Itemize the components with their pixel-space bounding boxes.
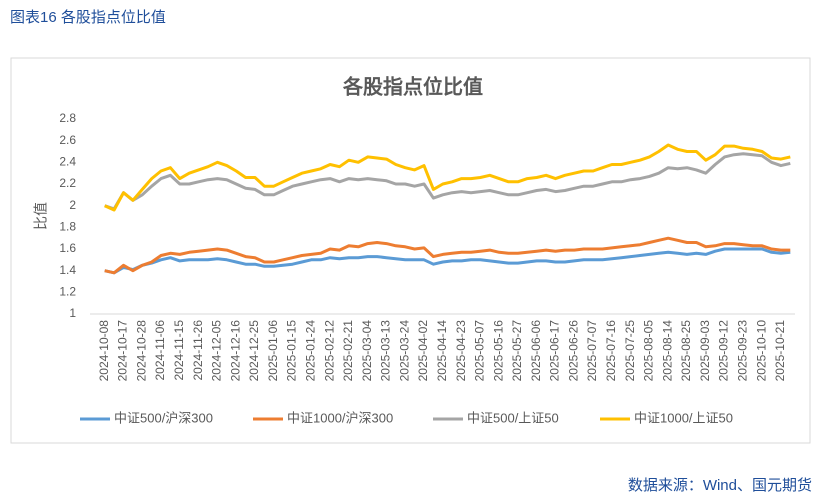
x-tick-label: 2024-11-06 bbox=[153, 320, 167, 381]
legend-label: 中证1000/上证50 bbox=[634, 410, 733, 425]
x-tick-label: 2025-05-27 bbox=[510, 320, 524, 382]
line-series bbox=[104, 152, 791, 211]
x-tick-label: 2025-04-14 bbox=[435, 320, 449, 382]
x-tick-label: 2025-02-21 bbox=[341, 320, 355, 382]
line-series bbox=[104, 236, 791, 275]
x-tick-label: 2024-10-08 bbox=[97, 320, 111, 382]
line-series bbox=[104, 247, 791, 275]
x-tick-label: 2025-06-26 bbox=[566, 320, 580, 382]
x-tick-label: 2025-04-02 bbox=[416, 320, 430, 382]
x-tick-label: 2025-02-12 bbox=[322, 320, 336, 382]
chart-frame bbox=[10, 57, 811, 444]
y-tick-label: 2.8 bbox=[59, 111, 76, 125]
y-tick-label: 2.6 bbox=[59, 133, 76, 147]
x-tick-label: 2025-10-21 bbox=[773, 320, 787, 382]
y-axis-label: 比值 bbox=[33, 202, 49, 230]
x-tick-label: 2024-11-26 bbox=[191, 320, 205, 381]
x-tick-label: 2025-03-04 bbox=[360, 320, 374, 382]
x-tick-label: 2024-10-28 bbox=[134, 320, 148, 382]
legend-label: 中证500/沪深300 bbox=[114, 410, 213, 425]
x-tick-label: 2025-01-24 bbox=[303, 320, 317, 382]
x-tick-label: 2025-01-06 bbox=[266, 320, 280, 382]
x-tick-label: 2025-07-07 bbox=[585, 320, 599, 382]
y-tick-label: 2 bbox=[69, 198, 76, 212]
y-tick-label: 2.4 bbox=[59, 155, 76, 169]
x-tick-label: 2025-09-12 bbox=[717, 320, 731, 382]
header-title: 图表16 各股指点位比值 bbox=[10, 9, 166, 26]
x-tick-label: 2025-05-16 bbox=[491, 320, 505, 382]
x-tick-label: 2025-08-05 bbox=[642, 320, 656, 382]
x-tick-label: 2025-05-07 bbox=[473, 320, 487, 382]
x-tick-label: 2024-12-05 bbox=[210, 320, 224, 382]
x-tick-label: 2025-04-23 bbox=[454, 320, 468, 382]
x-tick-label: 2024-12-16 bbox=[228, 320, 242, 382]
legend-label: 中证500/上证50 bbox=[467, 410, 559, 425]
x-tick-label: 2025-08-14 bbox=[660, 320, 674, 382]
x-tick-label: 2025-09-23 bbox=[736, 320, 750, 382]
y-tick-label: 1.6 bbox=[59, 241, 76, 255]
x-tick-label: 2025-10-10 bbox=[754, 320, 768, 382]
y-tick-label: 1.8 bbox=[59, 220, 76, 234]
y-tick-label: 2.2 bbox=[59, 176, 76, 190]
x-tick-label: 2025-06-17 bbox=[548, 320, 562, 382]
x-tick-label: 2024-10-17 bbox=[116, 320, 130, 382]
x-tick-label: 2025-09-03 bbox=[698, 320, 712, 382]
x-tick-label: 2024-11-15 bbox=[172, 320, 186, 381]
x-tick-label: 2025-07-16 bbox=[604, 320, 618, 382]
y-tick-label: 1.4 bbox=[59, 263, 76, 277]
y-tick-label: 1.2 bbox=[59, 285, 76, 299]
legend-label: 中证1000/沪深300 bbox=[287, 410, 393, 425]
footer-source: 数据来源：Wind、国元期货 bbox=[628, 477, 812, 494]
x-tick-label: 2025-07-25 bbox=[623, 320, 637, 382]
x-tick-label: 2024-12-25 bbox=[247, 320, 261, 382]
x-tick-label: 2025-01-15 bbox=[285, 320, 299, 382]
x-tick-label: 2025-08-25 bbox=[679, 320, 693, 382]
x-tick-label: 2025-03-24 bbox=[397, 320, 411, 382]
chart-title: 各股指点位比值 bbox=[342, 74, 483, 98]
x-tick-label: 2025-06-06 bbox=[529, 320, 543, 382]
x-tick-label: 2025-03-13 bbox=[379, 320, 393, 382]
line-series bbox=[104, 143, 791, 212]
y-tick-label: 1 bbox=[69, 306, 76, 320]
